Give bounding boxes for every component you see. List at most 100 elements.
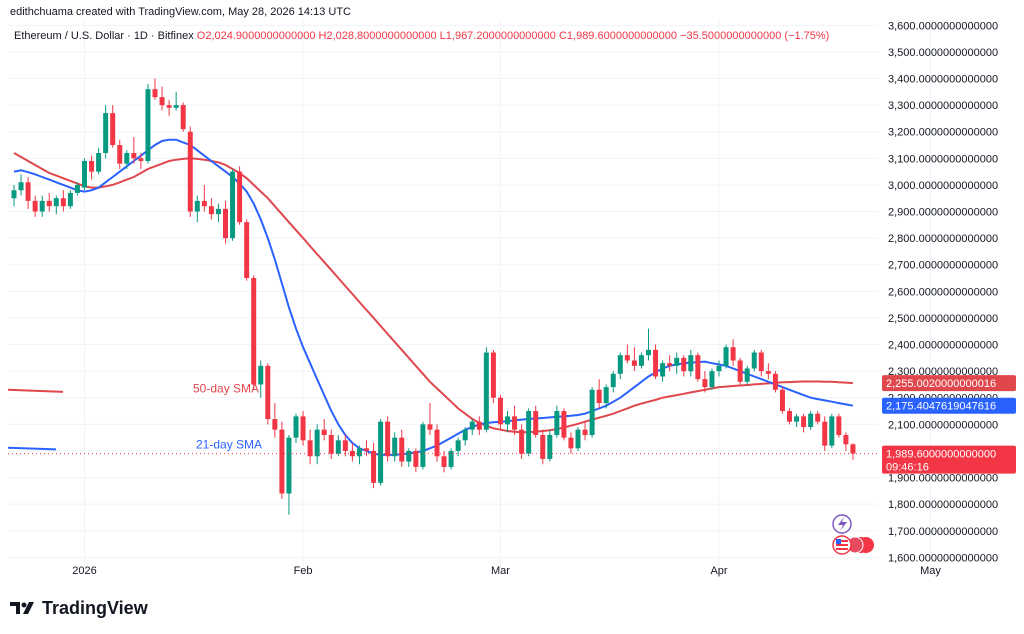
candle <box>716 360 722 377</box>
candle-body <box>138 158 144 161</box>
candle-body <box>836 416 842 435</box>
event-icons <box>832 514 874 555</box>
candle-body <box>850 444 856 454</box>
candle <box>159 86 165 111</box>
y-tick-label: 2,100.0000000000000 <box>888 419 998 431</box>
candle-body <box>624 355 630 361</box>
symbol-legend: Ethereum / U.S. Dollar · 1D · Bitfinex O… <box>14 30 829 42</box>
candle <box>89 155 95 180</box>
candle <box>110 105 116 148</box>
candle <box>744 365 750 385</box>
candle-body <box>646 349 651 356</box>
candle <box>364 440 369 457</box>
candle <box>850 443 856 460</box>
candle-body <box>744 368 750 382</box>
candle-body <box>194 200 200 212</box>
candle-body <box>702 379 708 388</box>
candle <box>765 363 771 380</box>
candle-body <box>653 349 659 377</box>
y-tick-label: 1,600.0000000000000 <box>888 552 998 564</box>
candle-body <box>300 416 306 441</box>
candle <box>152 78 158 100</box>
price-chart[interactable]: 50-day SMA 21-day SMA 3,600.000000000000… <box>7 20 1024 583</box>
candle <box>82 158 87 191</box>
candle-body <box>96 153 102 172</box>
candle <box>335 434 341 457</box>
candle <box>787 408 792 425</box>
candle <box>265 363 271 425</box>
candle-body <box>554 411 560 435</box>
y-tick-label: 2,600.0000000000000 <box>888 286 998 298</box>
y-tick-label: 2,400.0000000000000 <box>888 340 998 352</box>
candle-body <box>772 373 778 390</box>
candle-body <box>286 437 292 494</box>
candle-body <box>476 421 482 430</box>
candle-body <box>406 450 412 462</box>
candle <box>321 419 327 441</box>
candle <box>25 176 31 209</box>
grid-lines <box>8 20 931 568</box>
price-badges: 2,255.0020000000016 2,175.4047619047616 … <box>882 375 1016 474</box>
candle <box>314 424 320 465</box>
candle <box>730 339 736 366</box>
candle <box>173 91 179 111</box>
y-tick-label: 3,100.0000000000000 <box>888 153 998 165</box>
candle-body <box>321 429 327 435</box>
candle-body <box>526 411 532 454</box>
sma-labels: 50-day SMA 21-day SMA <box>193 381 262 451</box>
us-flag-event-icon[interactable] <box>832 535 874 555</box>
candle <box>293 413 299 443</box>
candle-body <box>547 434 553 459</box>
sma50-label: 50-day SMA <box>193 381 259 395</box>
candle-body <box>533 411 539 435</box>
candle-body <box>758 352 764 372</box>
sma21-line <box>13 138 854 456</box>
candle <box>420 421 426 470</box>
candle <box>568 432 574 454</box>
candle <box>413 448 419 473</box>
candle-body <box>801 416 807 428</box>
candle-body <box>328 434 334 454</box>
candle-body <box>561 411 567 438</box>
candle-body <box>420 424 426 467</box>
lightning-event-icon[interactable] <box>832 514 852 534</box>
candle <box>624 344 630 364</box>
candle <box>779 387 785 414</box>
y-tick-label: 3,200.0000000000000 <box>888 127 998 139</box>
candle-body <box>730 347 736 361</box>
candle-body <box>67 192 73 207</box>
candle <box>667 355 673 372</box>
candle-body <box>215 208 221 215</box>
candle-body <box>723 347 729 366</box>
candle <box>258 360 264 398</box>
candle-body <box>145 89 151 161</box>
candle <box>469 419 475 435</box>
candle <box>300 411 306 446</box>
candle <box>131 137 137 164</box>
x-tick-label: May <box>920 565 941 577</box>
candle <box>385 416 391 462</box>
candle <box>512 405 518 435</box>
candle-body <box>575 429 581 449</box>
sma-lines <box>7 138 854 456</box>
candle <box>117 139 123 169</box>
candle-body <box>39 200 45 212</box>
candle-body <box>279 429 285 494</box>
candle-body <box>716 365 722 372</box>
candle <box>681 355 687 377</box>
candle <box>497 395 503 430</box>
candle <box>279 421 285 499</box>
y-tick-label: 1,900.0000000000000 <box>888 473 998 485</box>
candle-body <box>638 355 644 366</box>
y-tick-label: 2,500.0000000000000 <box>888 313 998 325</box>
candle-body <box>110 113 116 146</box>
candle-body <box>152 89 158 98</box>
candle <box>723 344 729 369</box>
candle <box>96 147 102 175</box>
candlestick-chart[interactable]: 50-day SMA 21-day SMA 3,600.000000000000… <box>7 20 1024 583</box>
candle <box>709 368 715 390</box>
candle-body <box>490 352 496 398</box>
candle <box>617 352 623 380</box>
candle-body <box>293 416 299 438</box>
candle <box>53 195 59 215</box>
